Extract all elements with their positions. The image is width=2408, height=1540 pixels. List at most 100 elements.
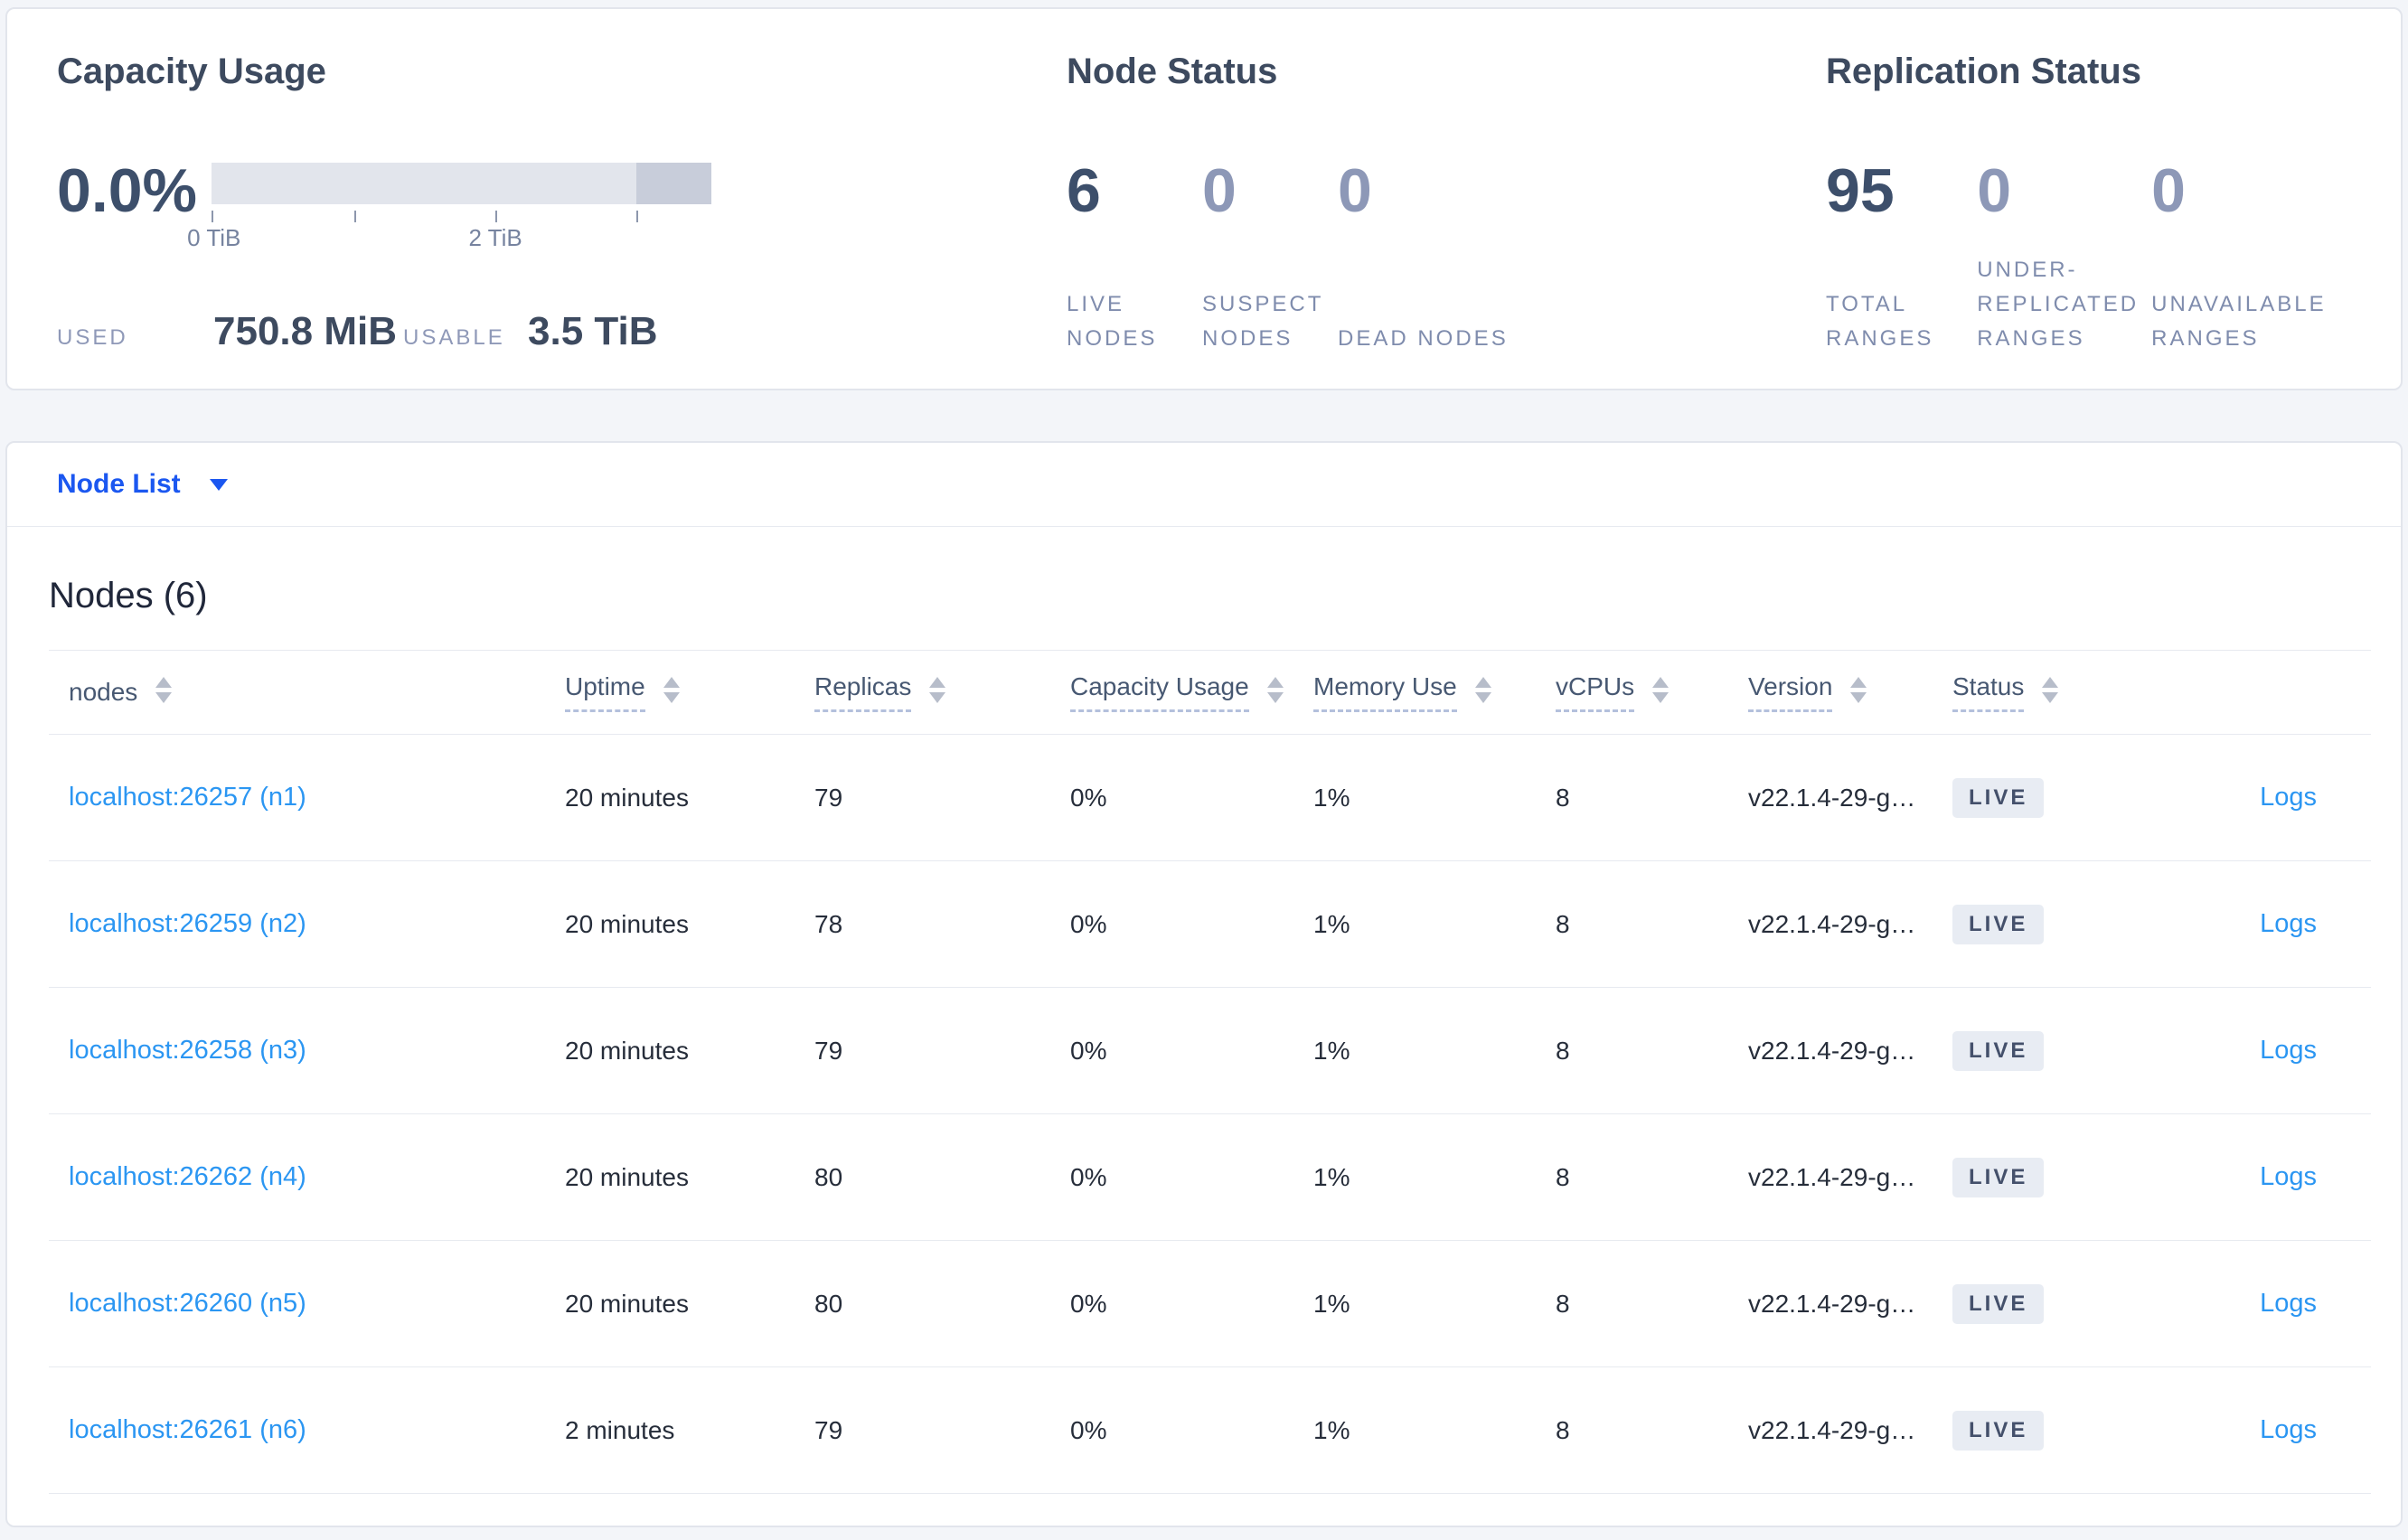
usable-label: USABLE — [403, 325, 505, 350]
cluster-summary-card: Capacity Usage 0.0% 0 TiB 2 TiB — [5, 7, 2403, 390]
logs-link[interactable]: Logs — [2260, 909, 2317, 938]
table-row-n3: localhost:26258 (n3) 20 minutes 79 0% 1%… — [49, 988, 2371, 1114]
capacity-percent-value: 0.0% — [57, 156, 197, 225]
vcpus-cell: 8 — [1556, 1162, 1570, 1191]
version-cell: v22.1.4-29-g… — [1748, 1415, 1916, 1444]
capacity-usage-section: Capacity Usage 0.0% 0 TiB 2 TiB — [57, 51, 1015, 389]
sort-icon — [1652, 676, 1670, 703]
node-list-dropdown[interactable]: Node List — [7, 443, 2401, 527]
column-header-version[interactable]: Version — [1748, 672, 1867, 712]
table-row-n2: localhost:26259 (n2) 20 minutes 78 0% 1%… — [49, 861, 2371, 988]
vcpus-cell: 8 — [1556, 1415, 1570, 1444]
tick-mark — [495, 211, 498, 222]
logs-link[interactable]: Logs — [2260, 783, 2317, 812]
nodes-count-title: Nodes (6) — [49, 576, 208, 615]
capacity-usage-title: Capacity Usage — [57, 52, 326, 91]
node-list-dropdown-label: Node List — [57, 469, 181, 499]
capacity-bar-chart: 0 TiB 2 TiB — [187, 155, 711, 273]
memory-cell: 1% — [1313, 783, 1350, 812]
live-nodes-label: LIVE NODES — [1067, 292, 1158, 351]
status-badge: LIVE — [1952, 1410, 2045, 1451]
node-link[interactable]: localhost:26262 (n4) — [69, 1162, 306, 1191]
tick-mark — [636, 211, 639, 222]
version-cell: v22.1.4-29-g… — [1748, 1162, 1916, 1191]
column-header-uptime[interactable]: Uptime — [565, 672, 680, 712]
status-badge: LIVE — [1952, 904, 2045, 944]
uptime-cell: 20 minutes — [565, 1289, 689, 1318]
memory-cell: 1% — [1313, 1415, 1350, 1444]
node-link[interactable]: localhost:26257 (n1) — [69, 783, 306, 812]
memory-cell: 1% — [1313, 1162, 1350, 1191]
uptime-cell: 20 minutes — [565, 1036, 689, 1065]
vcpus-cell: 8 — [1556, 783, 1570, 812]
column-header-memory-use[interactable]: Memory Use — [1313, 672, 1491, 712]
memory-cell: 1% — [1313, 1289, 1350, 1318]
capacity-cell: 0% — [1070, 909, 1107, 938]
capacity-cell: 0% — [1070, 1289, 1107, 1318]
capacity-bar-track — [212, 163, 711, 204]
dead-nodes-value: 0 — [1338, 156, 1372, 225]
replicas-cell: 79 — [814, 783, 843, 812]
logs-link[interactable]: Logs — [2260, 1415, 2317, 1444]
node-status-title: Node Status — [1067, 52, 1278, 91]
sort-icon — [2042, 676, 2059, 703]
node-link[interactable]: localhost:26259 (n2) — [69, 909, 306, 938]
replication-status-title: Replication Status — [1826, 52, 2141, 91]
status-badge: LIVE — [1952, 1283, 2045, 1324]
replicas-cell: 80 — [814, 1162, 843, 1191]
replicas-cell: 79 — [814, 1036, 843, 1065]
table-row-n5: localhost:26260 (n5) 20 minutes 80 0% 1%… — [49, 1241, 2371, 1367]
logs-link[interactable]: Logs — [2260, 1036, 2317, 1065]
node-link[interactable]: localhost:26260 (n5) — [69, 1289, 306, 1318]
node-list-card: Node List Nodes (6) nodes Uptime Replica… — [5, 441, 2403, 1527]
capacity-axis-ticks — [212, 204, 711, 222]
sort-icon — [1266, 676, 1284, 703]
live-nodes-value: 6 — [1067, 156, 1101, 225]
uptime-cell: 20 minutes — [565, 1162, 689, 1191]
node-link[interactable]: localhost:26261 (n6) — [69, 1415, 306, 1444]
column-header-replicas[interactable]: Replicas — [814, 672, 946, 712]
node-status-section: Node Status 6 LIVE NODES 0 SUSPECT NODES… — [1067, 51, 1772, 389]
sort-icon — [155, 676, 173, 703]
axis-label-2tib: 2 TiB — [468, 224, 522, 251]
memory-cell: 1% — [1313, 909, 1350, 938]
table-row-n1: localhost:26257 (n1) 20 minutes 79 0% 1%… — [49, 735, 2371, 861]
sort-icon — [663, 676, 680, 703]
unavailable-ranges-stat: 0 UNAVAILABLE RANGES — [2151, 155, 2401, 356]
column-header-status[interactable]: Status — [1952, 672, 2059, 712]
table-row-n4: localhost:26262 (n4) 20 minutes 80 0% 1%… — [49, 1114, 2371, 1241]
unavailable-ranges-label: UNAVAILABLE RANGES — [2151, 292, 2327, 351]
unavailable-ranges-value: 0 — [2151, 156, 2186, 225]
node-link[interactable]: localhost:26258 (n3) — [69, 1036, 306, 1065]
suspect-nodes-value: 0 — [1202, 156, 1237, 225]
column-header-capacity-usage[interactable]: Capacity Usage — [1070, 672, 1284, 712]
sort-icon — [929, 676, 946, 703]
suspect-nodes-label: SUSPECT NODES — [1202, 292, 1323, 351]
capacity-cell: 0% — [1070, 1415, 1107, 1444]
uptime-cell: 2 minutes — [565, 1415, 675, 1444]
total-ranges-stat: 95 TOTAL RANGES — [1826, 155, 1977, 356]
tick-mark — [354, 211, 357, 222]
version-cell: v22.1.4-29-g… — [1748, 1036, 1916, 1065]
column-header-vcpus[interactable]: vCPUs — [1556, 672, 1670, 712]
vcpus-cell: 8 — [1556, 1289, 1570, 1318]
vcpus-cell: 8 — [1556, 1036, 1570, 1065]
total-ranges-value: 95 — [1826, 156, 1895, 225]
usable-value: 3.5 TiB — [528, 309, 658, 353]
sort-icon — [1474, 676, 1491, 703]
nodes-table-header-row: nodes Uptime Replicas Capacity Usage Mem… — [49, 650, 2371, 735]
version-cell: v22.1.4-29-g… — [1748, 1289, 1916, 1318]
logs-link[interactable]: Logs — [2260, 1162, 2317, 1191]
under-replicated-ranges-label: UNDER-REPLICATED RANGES — [1977, 258, 2140, 351]
status-badge: LIVE — [1952, 777, 2045, 818]
logs-link[interactable]: Logs — [2260, 1289, 2317, 1318]
capacity-bar-other-segment — [636, 163, 711, 204]
memory-cell: 1% — [1313, 1036, 1350, 1065]
column-header-nodes[interactable]: nodes — [69, 676, 173, 707]
uptime-cell: 20 minutes — [565, 909, 689, 938]
version-cell: v22.1.4-29-g… — [1748, 783, 1916, 812]
dead-nodes-stat: 0 DEAD NODES — [1338, 155, 1521, 356]
suspect-nodes-stat: 0 SUSPECT NODES — [1202, 155, 1338, 356]
used-value: 750.8 MiB — [213, 309, 397, 353]
total-ranges-label: TOTAL RANGES — [1826, 292, 1934, 351]
